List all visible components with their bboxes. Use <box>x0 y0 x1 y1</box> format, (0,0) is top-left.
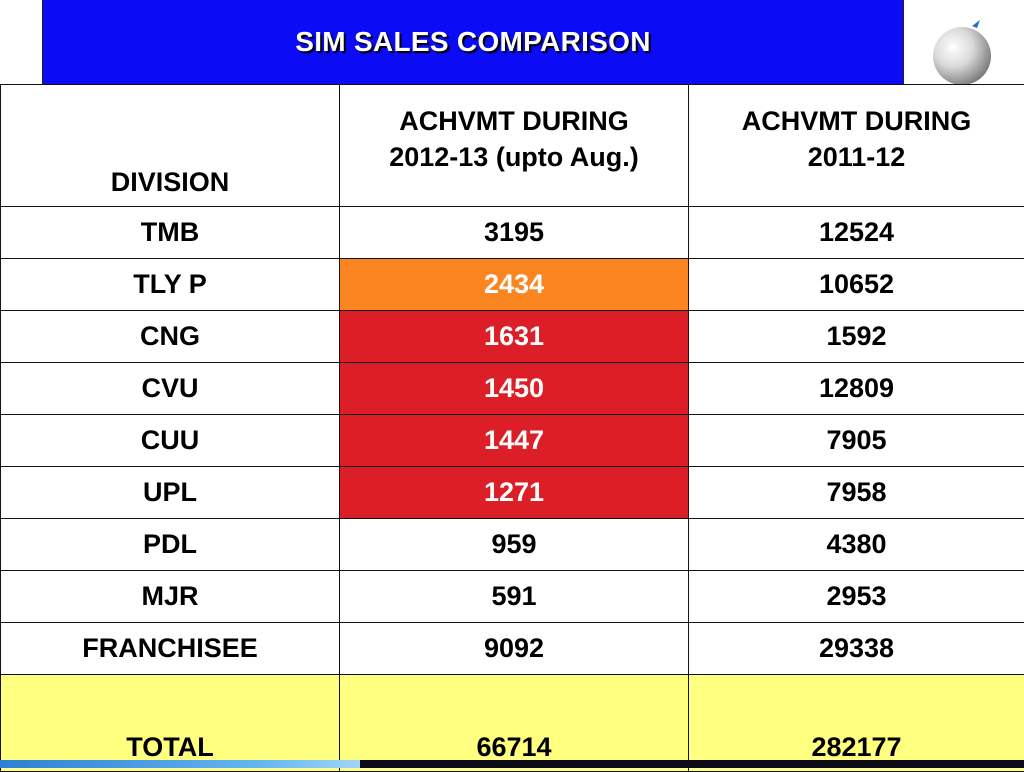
header-achvmt-2012-13: ACHVMT DURING 2012-13 (upto Aug.) <box>340 85 689 207</box>
division-cell: TMB <box>1 207 340 259</box>
header-col3-text: ACHVMT DURING 2011-12 <box>689 103 1024 175</box>
header-col3-line1: ACHVMT DURING <box>742 106 972 136</box>
achvmt-2012-13-cell: 1447 <box>340 415 689 467</box>
achvmt-2012-13-cell: 2434 <box>340 259 689 311</box>
sim-sales-table: DIVISION ACHVMT DURING 2012-13 (upto Aug… <box>0 84 1024 772</box>
achvmt-2011-12-cell: 1592 <box>689 311 1024 363</box>
division-cell: CUU <box>1 415 340 467</box>
slide-title: SIM SALES COMPARISON <box>295 26 651 58</box>
achvmt-2012-13-cell: 9092 <box>340 623 689 675</box>
achvmt-2011-12-cell: 4380 <box>689 519 1024 571</box>
achvmt-2011-12-cell: 12809 <box>689 363 1024 415</box>
header-achvmt-2011-12: ACHVMT DURING 2011-12 <box>689 85 1024 207</box>
title-banner: SIM SALES COMPARISON <box>42 0 904 84</box>
achvmt-2011-12-cell: 7905 <box>689 415 1024 467</box>
total-2012-13-cell: 66714 <box>340 675 689 772</box>
achvmt-2012-13-cell: 959 <box>340 519 689 571</box>
achvmt-2012-13-cell: 3195 <box>340 207 689 259</box>
table-header-row: DIVISION ACHVMT DURING 2012-13 (upto Aug… <box>1 85 1024 207</box>
division-cell: FRANCHISEE <box>1 623 340 675</box>
division-cell: CVU <box>1 363 340 415</box>
header-col2-line2: 2012-13 (upto Aug.) <box>389 142 639 172</box>
achvmt-2011-12-cell: 10652 <box>689 259 1024 311</box>
division-cell: TLY P <box>1 259 340 311</box>
total-2011-12-cell: 282177 <box>689 675 1024 772</box>
header-col2-line1: ACHVMT DURING <box>399 106 629 136</box>
header-col2-text: ACHVMT DURING 2012-13 (upto Aug.) <box>340 103 688 175</box>
division-cell: UPL <box>1 467 340 519</box>
footer-dark-strip <box>360 760 1024 768</box>
total-label-cell: TOTAL <box>1 675 340 772</box>
achvmt-2012-13-cell: 1631 <box>340 311 689 363</box>
division-cell: MJR <box>1 571 340 623</box>
achvmt-2011-12-cell: 2953 <box>689 571 1024 623</box>
achvmt-2011-12-cell: 12524 <box>689 207 1024 259</box>
division-cell: PDL <box>1 519 340 571</box>
achvmt-2012-13-cell: 1271 <box>340 467 689 519</box>
division-cell: CNG <box>1 311 340 363</box>
header-col3-line2: 2011-12 <box>808 142 906 172</box>
header-division: DIVISION <box>1 85 340 207</box>
globe-logo-icon <box>928 18 998 86</box>
achvmt-2012-13-cell: 1450 <box>340 363 689 415</box>
achvmt-2011-12-cell: 29338 <box>689 623 1024 675</box>
achvmt-2011-12-cell: 7958 <box>689 467 1024 519</box>
achvmt-2012-13-cell: 591 <box>340 571 689 623</box>
